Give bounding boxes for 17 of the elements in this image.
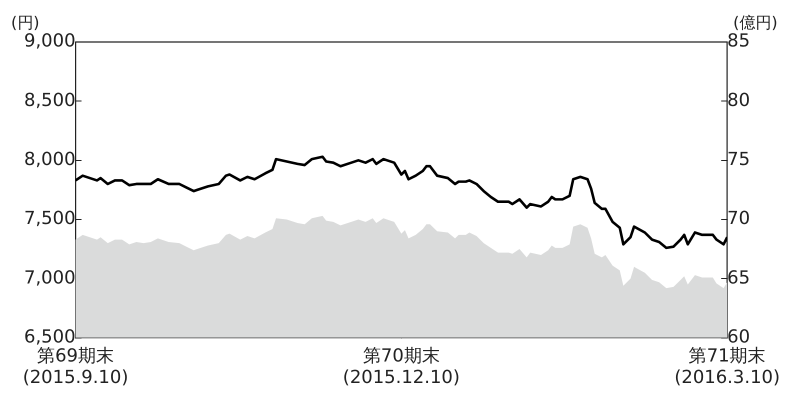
y-tick-label: 6,500 [24,326,76,348]
x-tick-label: 第69期末 (2015.9.10) [22,345,128,388]
x-tick-label: 第70期末 (2015.12.10) [342,345,460,388]
y2-tick-label: 85 [727,30,750,52]
y-tick-label: 9,000 [24,30,76,52]
x-tick-label: 第71期末 (2016.3.10) [674,345,780,388]
y2-tick-label: 70 [727,208,750,230]
y2-tick-label: 60 [727,326,750,348]
y-tick-label: 7,500 [24,208,76,230]
y-axis-title: (円) [11,13,40,32]
y-tick-label: 7,000 [24,267,76,288]
y2-axis-title: (億円) [733,13,778,32]
y2-tick-label: 80 [727,90,750,111]
y-tick-label: 8,500 [24,90,76,111]
y2-tick-label: 75 [727,148,750,170]
y2-tick-label: 65 [727,267,750,288]
y-tick-label: 8,000 [24,148,76,170]
